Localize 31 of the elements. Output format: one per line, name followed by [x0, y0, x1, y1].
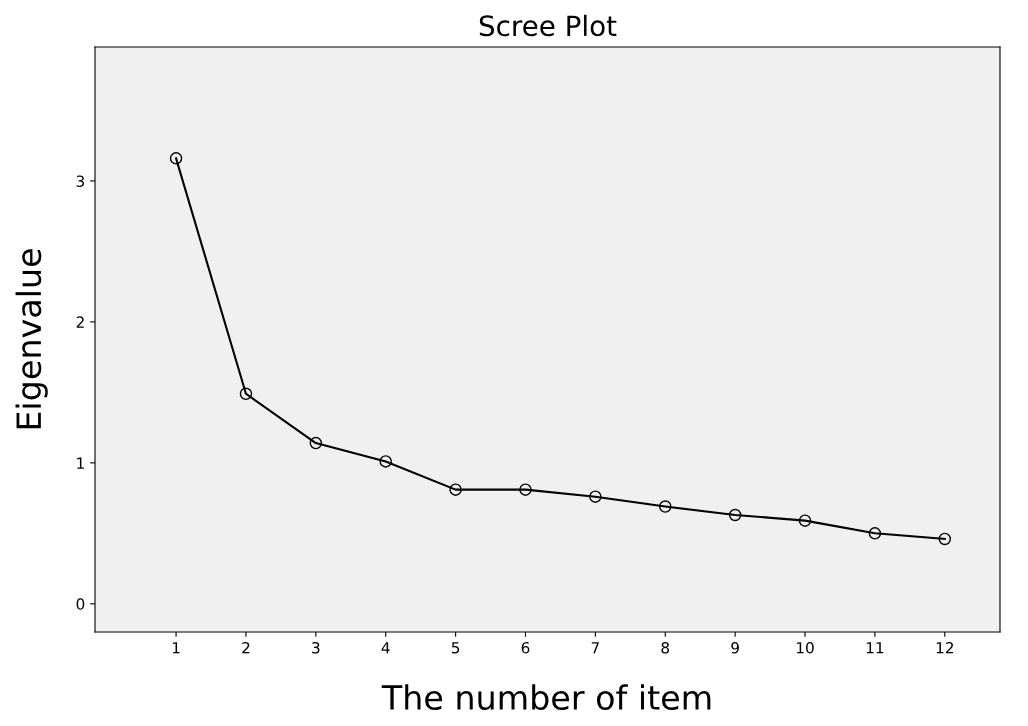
- x-tick-label: 8: [661, 641, 670, 654]
- x-tick-label: 9: [731, 641, 739, 654]
- x-tick-label: 4: [381, 642, 390, 654]
- point: [169, 152, 183, 165]
- y-tick-label: 1: [77, 457, 84, 469]
- x-tick-label: 3: [312, 641, 320, 654]
- y-tick-label: 0: [76, 598, 85, 610]
- x-tick-label: 5: [451, 642, 460, 654]
- x-tick-label: 6: [521, 641, 530, 654]
- x-tick-label: 12: [936, 641, 953, 654]
- point: [798, 514, 812, 527]
- x-tick-label: 1: [172, 642, 180, 654]
- point: [589, 490, 602, 503]
- y-tick-label: 3: [76, 175, 85, 187]
- point: [519, 483, 532, 496]
- y-axis-title: Eigenvalue: [15, 249, 48, 429]
- x-tick-label: 11: [866, 642, 884, 654]
- point: [379, 455, 392, 468]
- point: [938, 532, 952, 546]
- point: [449, 483, 462, 496]
- y-tick-label: 2: [76, 316, 84, 328]
- point: [868, 527, 882, 540]
- x-tick-label: 7: [591, 642, 599, 654]
- point: [728, 508, 742, 522]
- chart-title: Scree Plot: [479, 14, 617, 37]
- x-tick-label: 2: [242, 641, 250, 654]
- x-tick-label: 10: [796, 641, 814, 654]
- point: [239, 387, 253, 401]
- point: [309, 436, 323, 450]
- x-axis-title: The number of item: [381, 684, 711, 711]
- point: [659, 500, 672, 513]
